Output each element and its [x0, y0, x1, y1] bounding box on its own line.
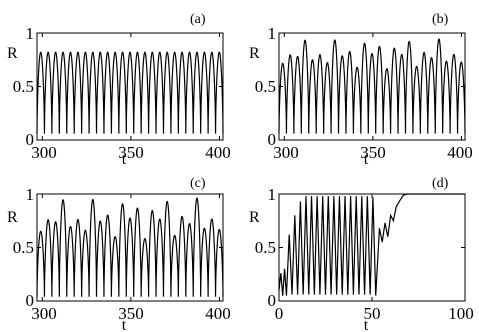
- x-tick-label: 350: [118, 143, 144, 162]
- tick-marks: [37, 32, 223, 141]
- y-tick-label: 0: [26, 291, 35, 310]
- panel-label: (b): [432, 12, 449, 27]
- series-line: [278, 38, 466, 134]
- y-tick-label: 0.5: [13, 77, 34, 96]
- x-tick-label: 350: [118, 304, 144, 323]
- y-tick-label: 0: [268, 130, 277, 149]
- y-tick-label: 1: [26, 24, 35, 43]
- x-tick-label: 400: [447, 143, 473, 162]
- panel-d: (d) R t 0 50 100 0 0.5 1: [249, 176, 474, 332]
- x-axis-label: t: [122, 317, 127, 332]
- panel-label: (d): [432, 176, 449, 191]
- x-tick-label: 400: [205, 143, 231, 162]
- tick-marks: [279, 32, 465, 141]
- x-tick-label: 300: [273, 143, 299, 162]
- x-axis-label: t: [122, 151, 127, 168]
- y-axis-label: R: [249, 209, 260, 226]
- y-axis-label: R: [249, 45, 260, 62]
- tick-marks: [37, 193, 223, 302]
- panel-a: (a) R t 300 350 400 0 0.5 1: [7, 12, 231, 168]
- panel-label: (c): [190, 176, 206, 191]
- series-line: [278, 193, 465, 296]
- series-line: [36, 51, 224, 134]
- tick-marks: [278, 193, 466, 302]
- y-axis-label: R: [7, 209, 18, 226]
- x-tick-label: 300: [31, 304, 57, 323]
- series-line: [36, 197, 224, 297]
- panel-c: (c) R t 300 350 400 0 0.5 1: [7, 176, 231, 332]
- x-axis-label: t: [364, 151, 369, 168]
- x-tick-label: 50: [364, 304, 381, 323]
- panel-frame: [36, 32, 224, 141]
- y-axis-label: R: [7, 45, 18, 62]
- x-tick-label: 300: [31, 143, 57, 162]
- y-tick-label: 0.5: [255, 238, 276, 257]
- panel-label: (a): [190, 12, 206, 27]
- y-tick-label: 0: [268, 291, 277, 310]
- y-tick-label: 0: [26, 130, 35, 149]
- y-tick-label: 0.5: [13, 238, 34, 257]
- y-tick-label: 1: [268, 185, 277, 204]
- y-tick-label: 1: [26, 185, 35, 204]
- y-tick-label: 1: [268, 24, 277, 43]
- panel-b: (b) R t 300 350 400 0 0.5 1: [249, 12, 473, 168]
- x-tick-label: 0: [275, 304, 284, 323]
- x-tick-label: 100: [448, 304, 474, 323]
- y-tick-label: 0.5: [255, 77, 276, 96]
- x-tick-label: 350: [360, 143, 386, 162]
- x-axis-label: t: [364, 317, 369, 332]
- x-tick-label: 400: [205, 304, 231, 323]
